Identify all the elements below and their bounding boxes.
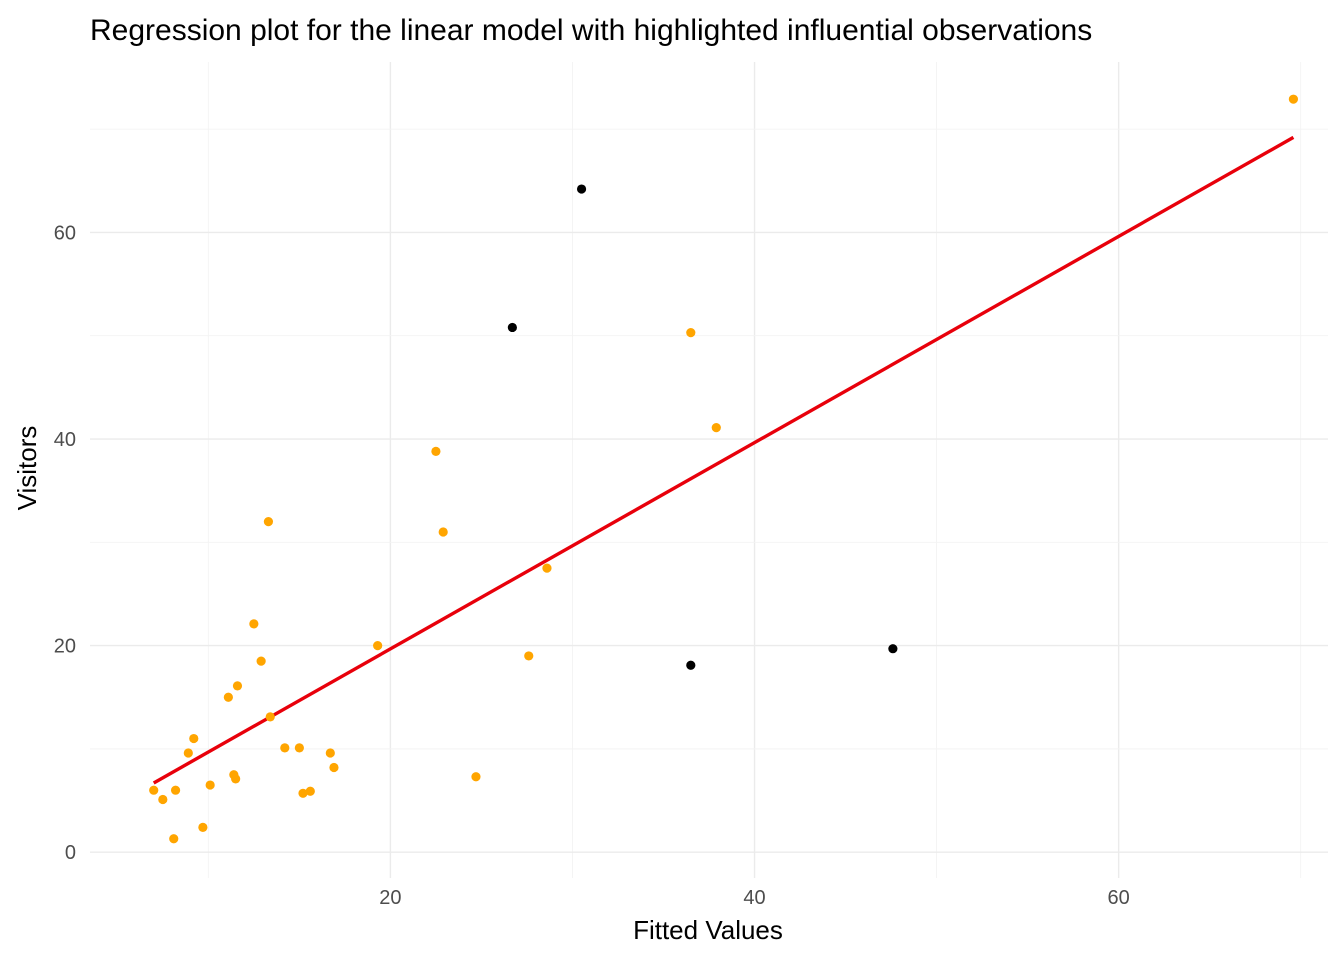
y-axis-label: Visitors — [12, 426, 42, 511]
x-tick-label: 40 — [743, 887, 765, 909]
data-point — [205, 780, 215, 790]
data-point — [189, 733, 199, 744]
data-point — [170, 785, 181, 795]
chart-title: Regression plot for the linear model wit… — [90, 14, 1092, 47]
data-point — [265, 712, 275, 722]
x-axis-ticks: 20 40 60 — [379, 887, 1129, 909]
influential-point — [888, 644, 898, 654]
data-point — [438, 527, 448, 537]
y-tick-label: 20 — [54, 636, 76, 658]
points-layer — [149, 94, 1299, 844]
data-point — [263, 517, 274, 527]
data-point — [149, 785, 159, 795]
data-point — [232, 681, 243, 691]
data-point — [256, 656, 266, 666]
influential-point — [576, 184, 587, 194]
influential-point — [686, 660, 696, 670]
data-point — [305, 786, 315, 796]
data-point — [711, 423, 721, 433]
influential-point — [507, 322, 517, 333]
data-point — [249, 619, 259, 629]
data-point — [373, 640, 383, 651]
data-point — [231, 774, 241, 784]
data-point — [325, 748, 335, 758]
data-point — [431, 446, 441, 457]
data-point — [542, 563, 552, 573]
data-point — [329, 762, 339, 773]
y-tick-label: 0 — [65, 842, 76, 864]
data-point — [471, 772, 481, 782]
y-axis-ticks: 0 20 40 60 — [54, 222, 76, 864]
fit-line — [152, 135, 1295, 785]
data-point — [280, 743, 290, 753]
y-tick-label: 60 — [54, 222, 76, 244]
x-tick-label: 60 — [1108, 887, 1130, 909]
grid — [90, 62, 1328, 878]
data-point — [198, 822, 208, 832]
x-tick-label: 20 — [379, 887, 401, 909]
data-point — [294, 743, 304, 753]
x-axis-label: Fitted Values — [633, 915, 783, 945]
data-point — [158, 794, 168, 805]
data-point — [223, 692, 233, 702]
data-point — [183, 748, 193, 758]
data-point — [524, 651, 534, 661]
fit-line-layer — [152, 135, 1295, 785]
data-point — [1288, 94, 1299, 104]
y-tick-label: 40 — [54, 429, 76, 451]
data-point — [298, 788, 308, 798]
data-point — [686, 328, 696, 338]
data-point — [169, 834, 179, 844]
